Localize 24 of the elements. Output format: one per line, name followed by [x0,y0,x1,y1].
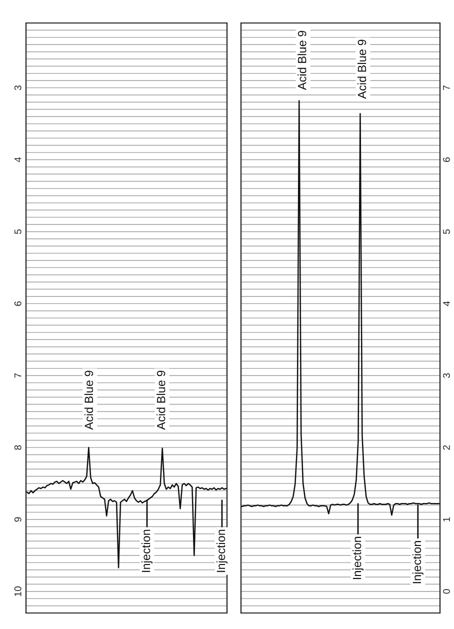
y-tick-label: 0 [443,589,450,594]
annotation: Injection [352,536,364,580]
y-tick-label: 3 [443,373,450,378]
y-tick-label: 9 [14,517,22,522]
y-tick-label: 6 [14,301,22,306]
annotation: Injection [412,541,424,584]
annotation: Acid Blue 9 [298,30,306,90]
annotation: Acid Blue 9 [84,370,94,430]
y-tick-label: 6 [443,157,450,162]
y-tick-label: 1 [443,517,450,522]
y-tick-label: 4 [14,157,22,162]
annotation: Injection [142,530,153,572]
annotation: Acid Blue 9 [156,370,166,430]
annotation: Injection [216,530,228,572]
y-tick-label: 7 [14,373,22,378]
y-tick-label: 2 [443,445,450,450]
y-tick-label: 7 [443,86,450,90]
y-tick-label: 8 [14,445,22,450]
y-tick-label: 10 [14,586,22,596]
y-tick-label: 3 [14,85,22,90]
y-tick-label: 4 [443,301,450,306]
y-tick-label: 5 [443,229,450,234]
annotation: Acid Blue 9 [357,40,366,99]
y-tick-label: 5 [14,229,22,234]
